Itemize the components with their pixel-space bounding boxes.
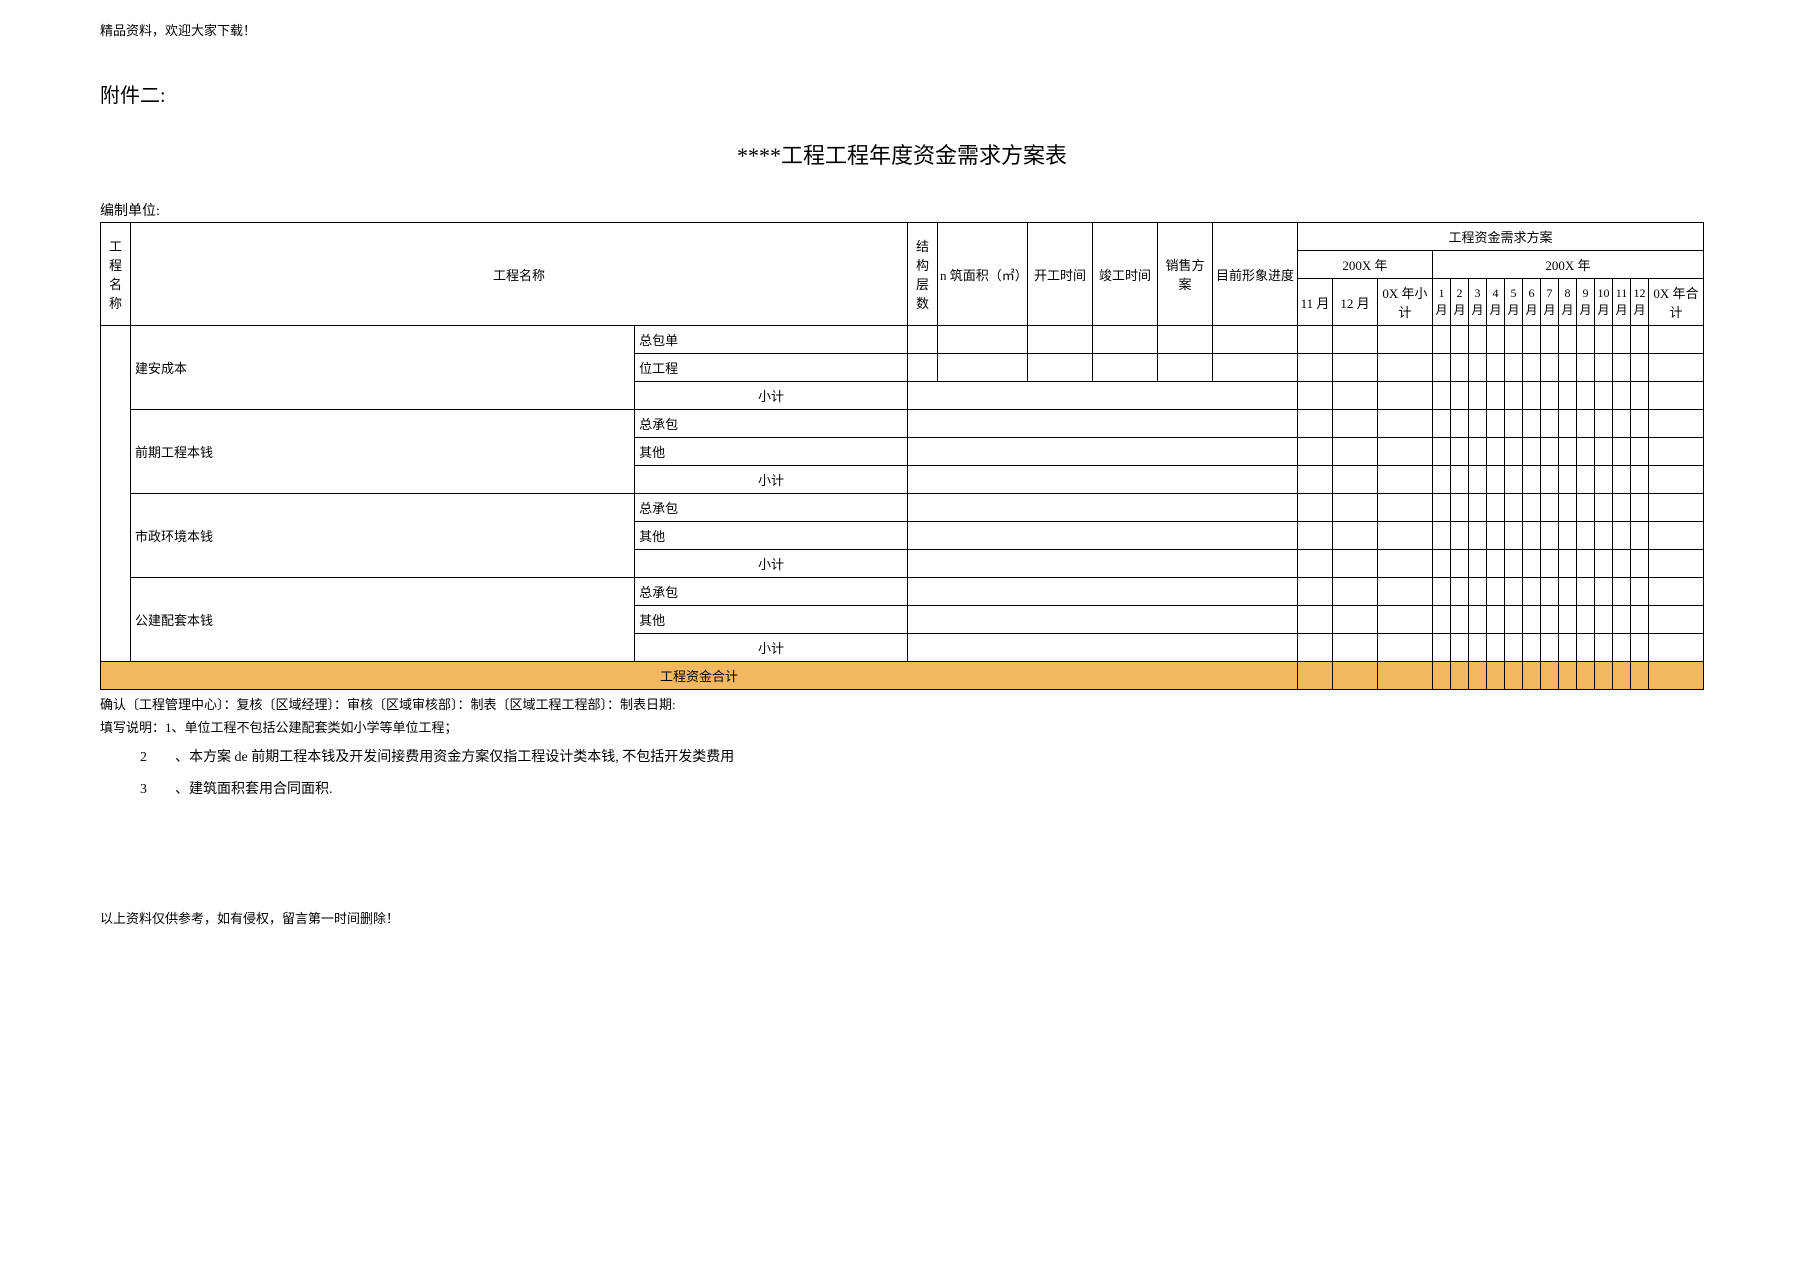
col-m11: 11 月 (1298, 279, 1333, 326)
table-row: 市政环境本钱 总承包 (101, 494, 1704, 522)
col-end-time: 竣工时间 (1093, 223, 1158, 326)
note-3: 3 、建筑面积套用合同面积. (100, 778, 1704, 798)
sub-zongchengbao-3: 总承包 (635, 578, 908, 606)
col-mon1: 1月 (1433, 279, 1451, 326)
col-mon6: 6月 (1523, 279, 1541, 326)
col-subtotal1: 0X 年小计 (1378, 279, 1433, 326)
sub-qita-3: 其他 (635, 606, 908, 634)
col-area: n 筑面积（㎡） (938, 223, 1028, 326)
table-row: 前期工程本钱 总承包 (101, 410, 1704, 438)
empty-cell (101, 326, 131, 662)
col-mon2: 2月 (1451, 279, 1469, 326)
cat-jianan: 建安成本 (131, 326, 635, 410)
cat-shizheng: 市政环境本钱 (131, 494, 635, 578)
note-2: 2 、本方案 de 前期工程本钱及开发间接费用资金方案仅指工程设计类本钱, 不包… (100, 746, 1704, 766)
col-total2: 0X 年合计 (1649, 279, 1704, 326)
sub-zongchengbao-2: 总承包 (635, 494, 908, 522)
sub-xiaoji-4: 小计 (635, 634, 908, 662)
total-label: 工程资金合计 (101, 662, 1298, 690)
sub-xiaoji-2: 小计 (635, 466, 908, 494)
col-sales-plan: 销售方案 (1158, 223, 1213, 326)
table-row: 公建配套本钱 总承包 (101, 578, 1704, 606)
table-header-row-1: 工程名称 工程名称 结构层数 n 筑面积（㎡） 开工时间 竣工时间 销售方案 目… (101, 223, 1704, 251)
header-note: 精品资料，欢迎大家下载！ (100, 20, 1704, 39)
notes-list: 2 、本方案 de 前期工程本钱及开发间接费用资金方案仅指工程设计类本钱, 不包… (100, 746, 1704, 798)
col-funding-plan: 工程资金需求方案 (1298, 223, 1704, 251)
col-m12: 12 月 (1333, 279, 1378, 326)
sub-zongchengbao: 总承包 (635, 410, 908, 438)
cat-gongjian: 公建配套本钱 (131, 578, 635, 662)
attachment-label: 附件二: (100, 79, 1704, 108)
sub-xiaoji: 小计 (635, 382, 908, 410)
footer-note: 以上资料仅供参考，如有侵权，留言第一时间删除！ (100, 908, 1704, 927)
col-mon12: 12月 (1631, 279, 1649, 326)
col-mon11: 11月 (1613, 279, 1631, 326)
sub-qita: 其他 (635, 438, 908, 466)
page-title: ****工程工程年度资金需求方案表 (100, 138, 1704, 170)
col-project-name-1: 工程名称 (101, 223, 131, 326)
col-mon9: 9月 (1577, 279, 1595, 326)
table-row: 建安成本 总包单 (101, 326, 1704, 354)
org-label: 编制单位: (100, 200, 1704, 220)
col-year2: 200X 年 (1433, 251, 1704, 279)
col-mon8: 8月 (1559, 279, 1577, 326)
col-mon4: 4月 (1487, 279, 1505, 326)
col-structure: 结构层数 (908, 223, 938, 326)
col-mon3: 3月 (1469, 279, 1487, 326)
sub-weigongcheng: 位工程 (635, 354, 908, 382)
confirm-line: 确认〔工程管理中心〕：复核〔区域经理〕：审核〔区域审核部〕：制表〔区域工程工程部… (100, 694, 1704, 713)
sub-zongbao: 总包单 (635, 326, 908, 354)
notes-intro: 填写说明：1、单位工程不包括公建配套类如小学等单位工程； (100, 717, 1704, 736)
col-start-time: 开工时间 (1028, 223, 1093, 326)
sub-xiaoji-3: 小计 (635, 550, 908, 578)
funding-table: 工程名称 工程名称 结构层数 n 筑面积（㎡） 开工时间 竣工时间 销售方案 目… (100, 222, 1704, 690)
sub-qita-2: 其他 (635, 522, 908, 550)
table-total-row: 工程资金合计 (101, 662, 1704, 690)
col-year1: 200X 年 (1298, 251, 1433, 279)
col-mon7: 7月 (1541, 279, 1559, 326)
cat-qianqi: 前期工程本钱 (131, 410, 635, 494)
col-project-name-2: 工程名称 (131, 223, 908, 326)
col-mon10: 10月 (1595, 279, 1613, 326)
col-mon5: 5月 (1505, 279, 1523, 326)
col-progress: 目前形象进度 (1213, 223, 1298, 326)
